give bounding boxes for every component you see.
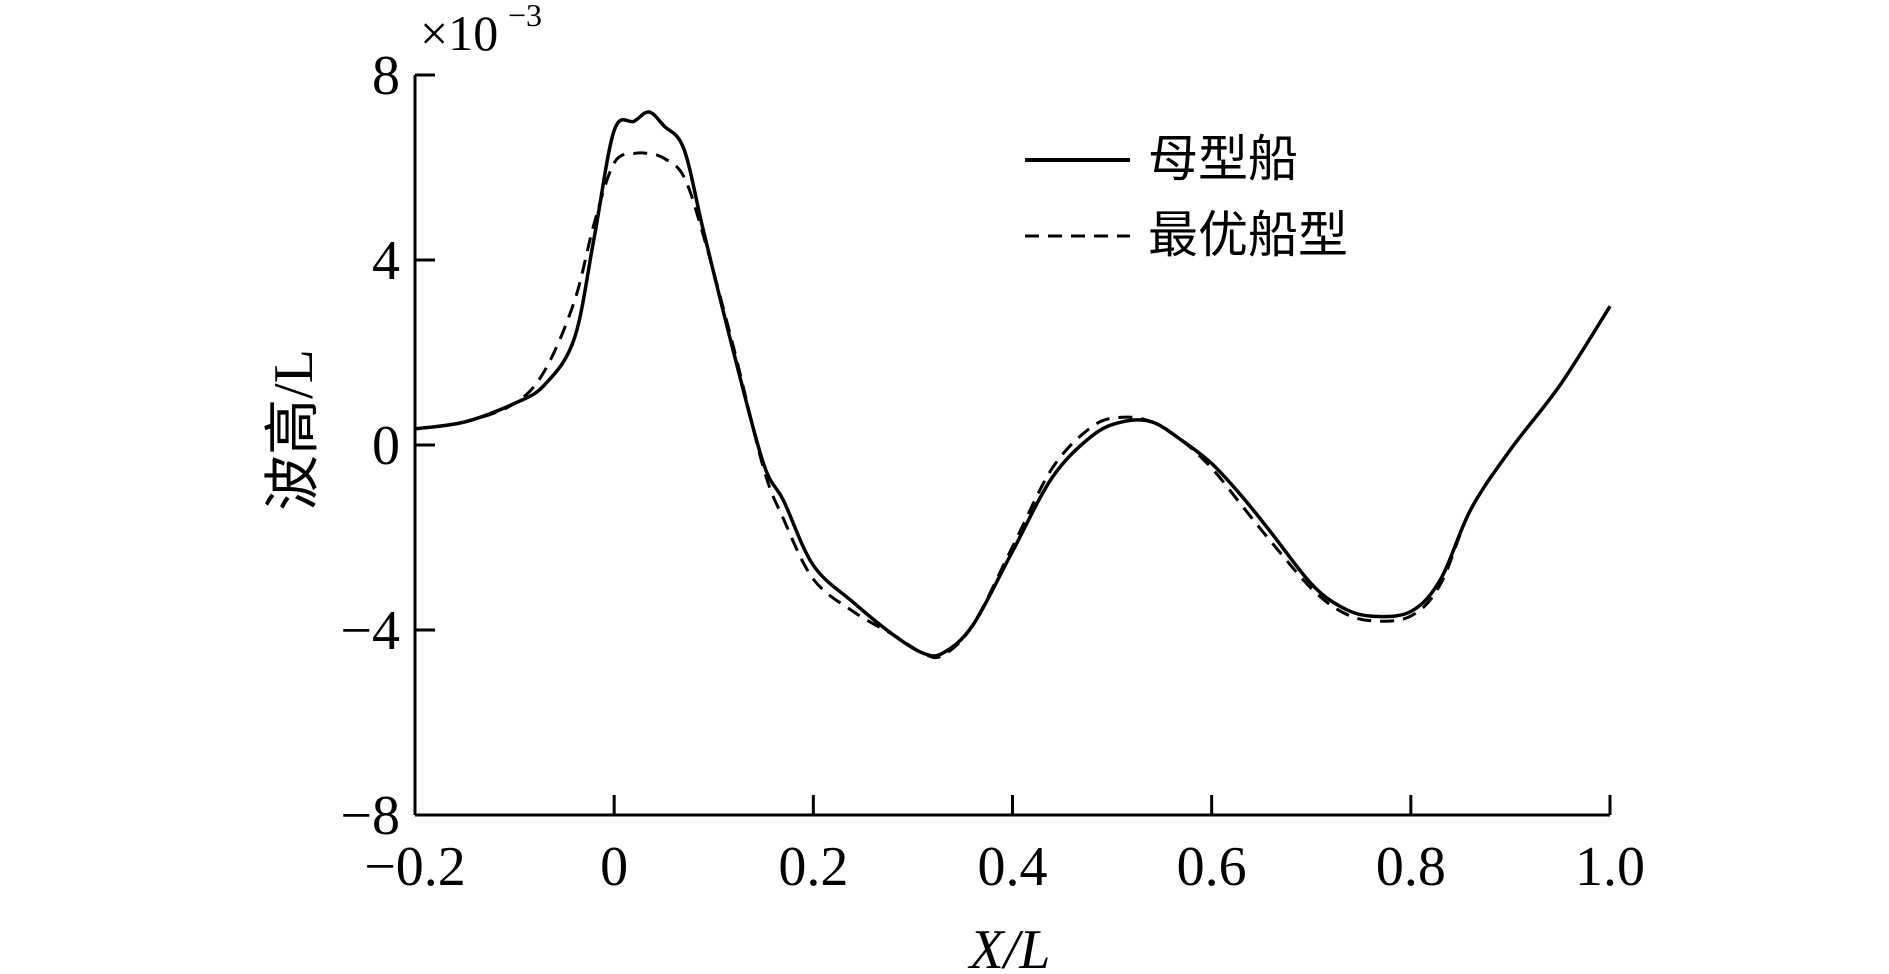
series-optimal-ship-line xyxy=(414,151,1612,660)
legend-label-optimal-ship: 最优船型 xyxy=(1148,206,1348,264)
y-axis-title: 波高/L xyxy=(263,349,325,511)
y-multiplier: ×10 xyxy=(420,5,498,61)
x-tick-label: 0.4 xyxy=(978,836,1048,898)
series-layer xyxy=(414,110,1612,660)
y-tick-label: −8 xyxy=(340,785,400,847)
ticks: −0.2 0 0.2 0.4 0.6 0.8 1.0 8 4 0 −4 −8 xyxy=(340,45,1645,898)
y-tick-label: 4 xyxy=(372,230,400,292)
x-tick-label: 0.8 xyxy=(1376,836,1446,898)
x-tick-label: −0.2 xyxy=(364,836,466,898)
y-tick-label: 0 xyxy=(372,415,400,477)
y-multiplier-exponent: −3 xyxy=(508,0,542,33)
x-tick-label: 0 xyxy=(600,836,628,898)
x-tick-label: 1.0 xyxy=(1575,836,1645,898)
axes xyxy=(413,75,1610,817)
legend: 母型船 最优船型 xyxy=(1025,130,1348,264)
y-tick-label: 8 xyxy=(372,45,400,107)
x-tick-label: 0.2 xyxy=(778,836,848,898)
series-parent-ship-line xyxy=(414,110,1612,658)
legend-label-parent-ship: 母型船 xyxy=(1148,130,1298,188)
x-axis-title: X/L xyxy=(968,919,1051,974)
y-tick-label: −4 xyxy=(340,600,400,662)
x-tick-label: 0.6 xyxy=(1177,836,1247,898)
